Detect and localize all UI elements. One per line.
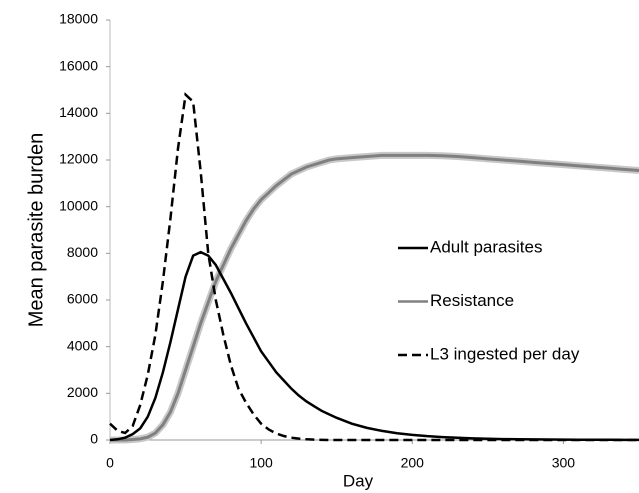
series-line <box>110 153 639 442</box>
y-tick-label: 16000 <box>59 57 98 73</box>
legend-label: L3 ingested per day <box>430 344 580 363</box>
y-tick-label: 14000 <box>59 104 98 120</box>
y-tick-label: 12000 <box>59 151 98 167</box>
y-tick-label: 4000 <box>67 337 98 353</box>
y-tick-label: 2000 <box>67 384 98 400</box>
legend-label: Resistance <box>430 291 514 310</box>
series-line <box>109 92 639 442</box>
y-tick-label: 6000 <box>67 291 98 307</box>
x-tick-label: 300 <box>552 455 576 471</box>
y-tick-label: 18000 <box>59 11 98 27</box>
y-tick-label: 0 <box>90 431 98 447</box>
series-line <box>109 250 639 442</box>
x-tick-label: 200 <box>401 455 425 471</box>
x-axis-title: Day <box>343 471 374 490</box>
y-tick-label: 10000 <box>59 197 98 213</box>
y-tick-label: 8000 <box>67 244 98 260</box>
x-tick-label: 100 <box>249 455 273 471</box>
legend-label: Adult parasites <box>430 237 542 256</box>
series-halo <box>110 151 639 444</box>
y-axis-title: Mean parasite burden <box>25 133 47 328</box>
x-tick-label: 0 <box>106 455 114 471</box>
